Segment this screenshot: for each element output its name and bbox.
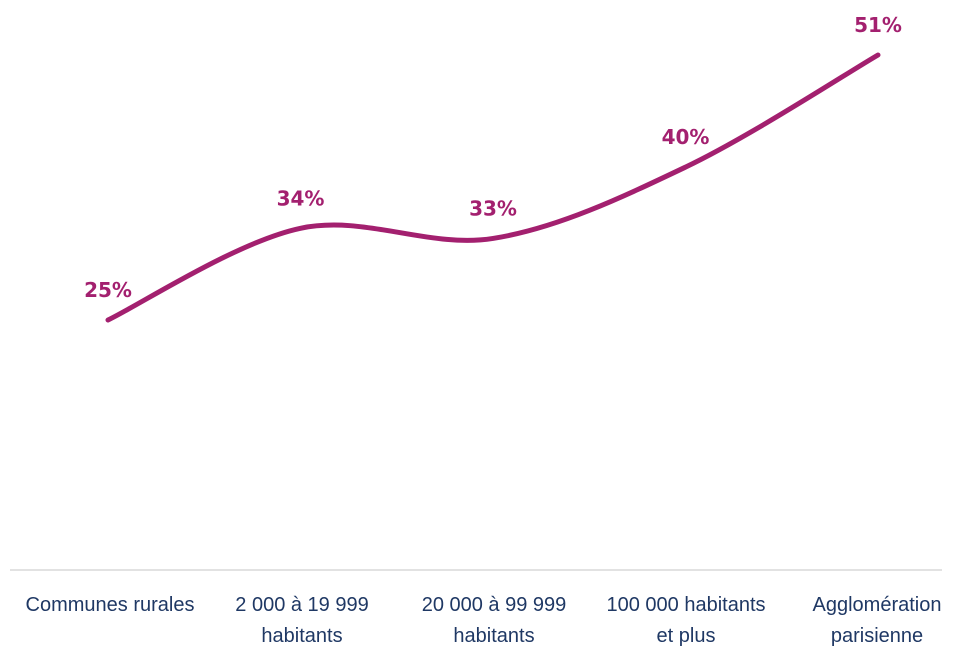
data-label: 33% — [469, 196, 517, 220]
x-tick-label: 20 000 à 99 999 habitants — [422, 594, 567, 647]
x-tick-label: 2 000 à 19 999 habitants — [235, 594, 368, 647]
x-tick-label-line: 100 000 habitants — [606, 594, 765, 616]
x-tick-label-line: 2 000 à 19 999 — [235, 594, 368, 616]
x-tick-layer: Communes rurales 2 000 à 19 999 habitants2… — [26, 594, 942, 647]
x-tick-label: Communes rurales — [26, 594, 195, 616]
data-label: 25% — [84, 278, 132, 302]
x-tick-label-line: parisienne — [831, 625, 923, 647]
data-label-layer: 25% 34% 33% 40% 51% — [84, 13, 902, 302]
x-tick-label-line: habitants — [453, 625, 534, 647]
data-label: 51% — [854, 13, 902, 37]
x-tick-label-line: et plus — [657, 625, 716, 647]
x-tick-label: Agglomération parisienne — [813, 594, 942, 647]
series-line — [105, 52, 881, 323]
data-label: 34% — [277, 186, 325, 210]
x-tick-label: 100 000 habitants et plus — [606, 594, 765, 647]
x-tick-label-line: 20 000 à 99 999 — [422, 594, 567, 616]
data-label: 40% — [662, 125, 710, 149]
x-tick-label-line: habitants — [261, 625, 342, 647]
x-tick-label-line: Agglomération — [813, 594, 942, 616]
series-layer — [105, 52, 881, 323]
x-tick-label-line: Communes rurales — [26, 594, 195, 616]
